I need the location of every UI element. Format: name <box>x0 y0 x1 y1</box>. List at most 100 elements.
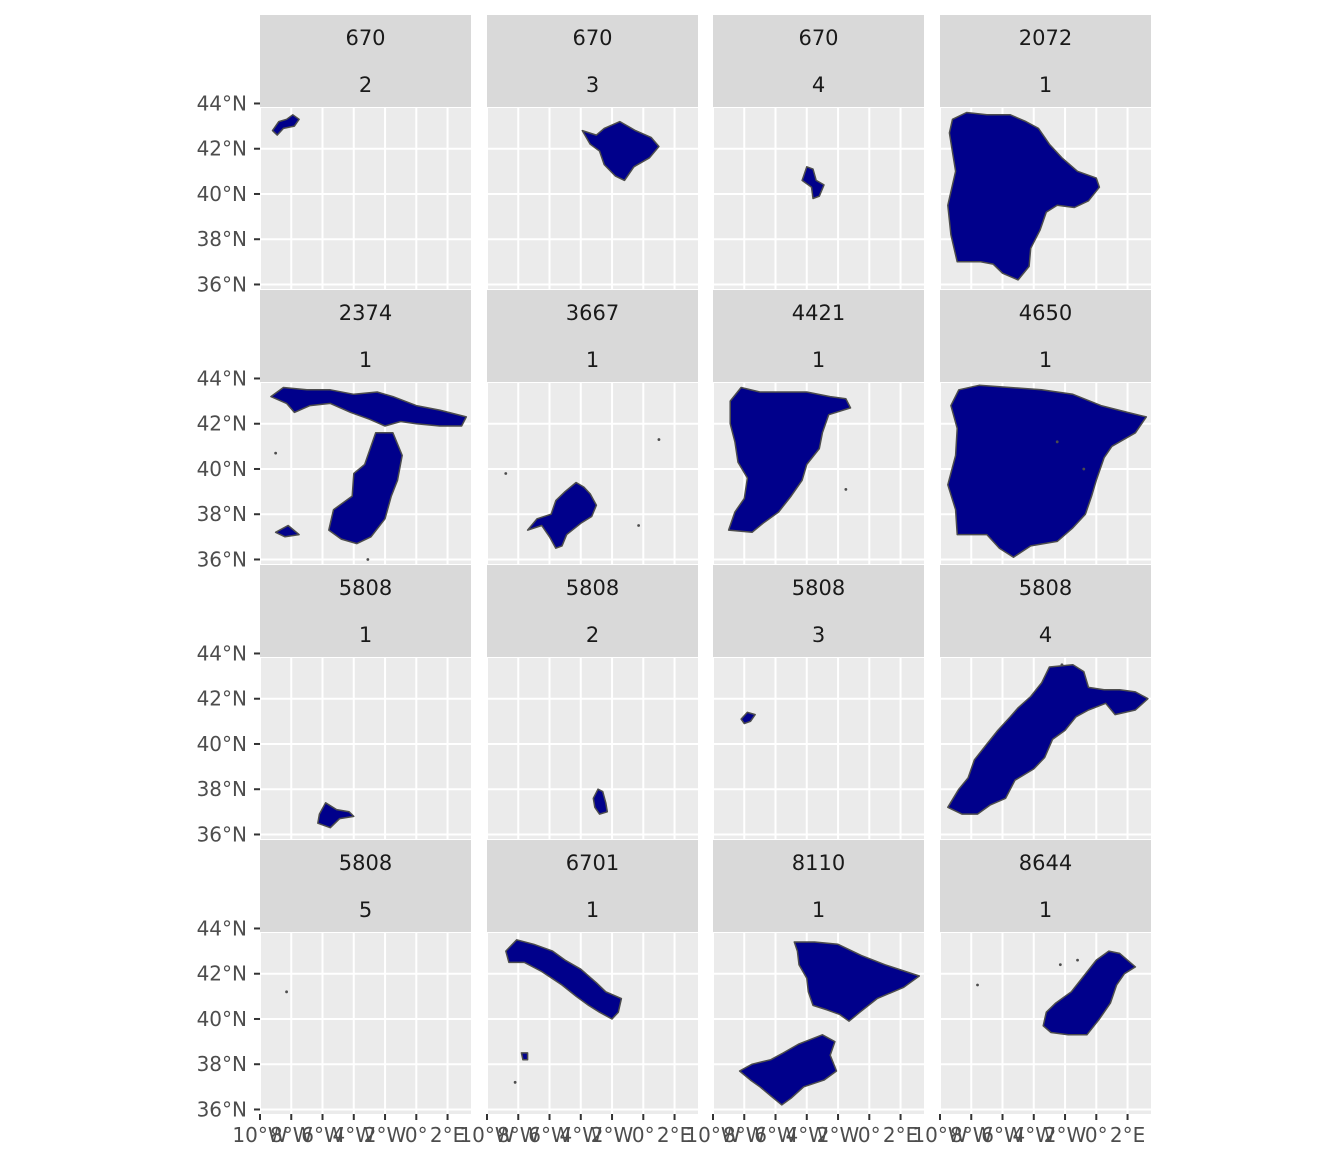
xtick-label: 0° <box>1085 1123 1108 1147</box>
facet-panel: 5808 4 <box>939 565 1151 839</box>
map-region <box>947 384 1148 558</box>
facet-panel: 5808 3 <box>712 565 924 839</box>
facet-strip-label-1: 670 <box>345 26 385 50</box>
facet-strip-label-2: 5 <box>359 898 372 922</box>
ytick-label: 42°N <box>197 687 247 711</box>
facet-strip-label-2: 1 <box>812 898 825 922</box>
map-point <box>844 487 848 491</box>
map-region <box>592 788 609 815</box>
map-point <box>513 1080 517 1084</box>
map-region <box>317 802 355 829</box>
ytick-label: 36°N <box>197 547 247 571</box>
facet-strip-label-1: 5808 <box>792 576 845 600</box>
map-point <box>1058 963 1062 967</box>
plot-panel-background <box>260 658 471 839</box>
xtick-label: 10°W <box>459 1123 514 1147</box>
facet-strip <box>940 290 1151 382</box>
xtick-label: 0° <box>405 1123 428 1147</box>
facet-strip-label-1: 5808 <box>339 576 392 600</box>
ytick-label: 38°N <box>197 777 247 801</box>
xtick-label: 8°W <box>950 1123 993 1147</box>
facet-strip <box>260 15 471 107</box>
plot-panel-background <box>260 933 471 1114</box>
facet-strip <box>940 840 1151 932</box>
facet-strip <box>487 840 698 932</box>
map-region <box>328 432 403 545</box>
facet-strip <box>713 15 924 107</box>
ytick-label: 40°N <box>197 1007 247 1031</box>
facet-strip-label-1: 8644 <box>1019 851 1072 875</box>
ytick-label: 38°N <box>197 502 247 526</box>
ytick-label: 44°N <box>197 91 247 115</box>
map-region <box>581 120 660 182</box>
facet-panel: 670 3 <box>486 15 698 289</box>
facet-strip-label-1: 6701 <box>566 851 619 875</box>
facet-strip <box>940 15 1151 107</box>
ytick-label: 42°N <box>197 962 247 986</box>
facet-panel: 6701 1 10°W8°W6°W4°W2°W0° 2°E <box>459 840 698 1147</box>
ytick-label: 38°N <box>197 227 247 251</box>
xtick-label: 8°W <box>497 1123 540 1147</box>
map-point <box>1060 663 1064 667</box>
map-point <box>274 451 278 455</box>
facet-panel: 5808536°N38°N40°N42°N44°N10°W8°W6°W4°W2°… <box>197 840 471 1147</box>
map-region <box>526 481 598 549</box>
facet-strip <box>260 840 471 932</box>
facet-strip-label-2: 2 <box>359 73 372 97</box>
ytick-label: 44°N <box>197 641 247 665</box>
map-point <box>1076 958 1079 962</box>
map-region <box>520 1052 529 1061</box>
facet-strip-label-2: 1 <box>812 348 825 372</box>
facet-panel: 4650 1 <box>939 290 1151 564</box>
xtick-label: 6°W <box>301 1123 344 1147</box>
facet-panel: 8644 1 10°W8°W6°W4°W2°W0° 2°E <box>912 840 1151 1147</box>
ytick-label: 36°N <box>197 822 247 846</box>
ytick-label: 36°N <box>197 272 247 296</box>
ytick-label: 36°N <box>197 1097 247 1121</box>
xtick-label: 2°W <box>591 1123 634 1147</box>
plot-panel-background <box>713 108 924 289</box>
xtick-label: 2°W <box>817 1123 860 1147</box>
xtick-label: 10°W <box>912 1123 967 1147</box>
facet-strip-label-2: 1 <box>586 348 599 372</box>
ytick-label: 44°N <box>197 366 247 390</box>
facet-strip-label-1: 670 <box>798 26 838 50</box>
xtick-label: 10°W <box>685 1123 740 1147</box>
facet-strip <box>487 15 698 107</box>
map-region <box>505 939 623 1020</box>
facet-panel: 670 4 <box>712 15 924 289</box>
facet-strip <box>940 565 1151 657</box>
facet-panel: 5808 1 36°N 38°N 40°N 42°N 44°N <box>197 565 471 846</box>
xtick-label: 6°W <box>528 1123 571 1147</box>
map-region <box>740 711 756 725</box>
facet-panel: 3667 1 <box>486 290 698 564</box>
facet-strip-label-1: 3667 <box>566 301 619 325</box>
map-region <box>727 386 852 534</box>
facet-strip-label-1: 5808 <box>339 851 392 875</box>
xtick-label: 2°E <box>1110 1123 1145 1147</box>
facet-strip <box>260 290 471 382</box>
facet-strip-label-1: 670 <box>572 26 612 50</box>
xtick-label: 2°E <box>430 1123 465 1147</box>
map-region <box>793 941 921 1022</box>
map-point <box>657 438 661 441</box>
plot-panel-background <box>260 108 471 289</box>
facet-strip-label-1: 2072 <box>1019 26 1072 50</box>
facet-strip <box>713 290 924 382</box>
facet-strip <box>713 565 924 657</box>
map-point <box>637 524 641 527</box>
ytick-label: 44°N <box>197 916 247 940</box>
xtick-label: 2°W <box>364 1123 407 1147</box>
facet-strip-label-2: 1 <box>359 348 372 372</box>
facet-strip-label-2: 3 <box>812 623 825 647</box>
facet-strip-label-2: 1 <box>586 898 599 922</box>
xtick-label: 4°W <box>560 1123 603 1147</box>
ytick-label: 38°N <box>197 1052 247 1076</box>
facet-strip-label-1: 5808 <box>1019 576 1072 600</box>
facet-strip <box>260 565 471 657</box>
facet-strip <box>487 565 698 657</box>
facet-strip-label-1: 5808 <box>566 576 619 600</box>
xtick-label: 8°W <box>270 1123 313 1147</box>
facet-strip-label-2: 2 <box>586 623 599 647</box>
facet-strip-label-2: 1 <box>1039 73 1052 97</box>
